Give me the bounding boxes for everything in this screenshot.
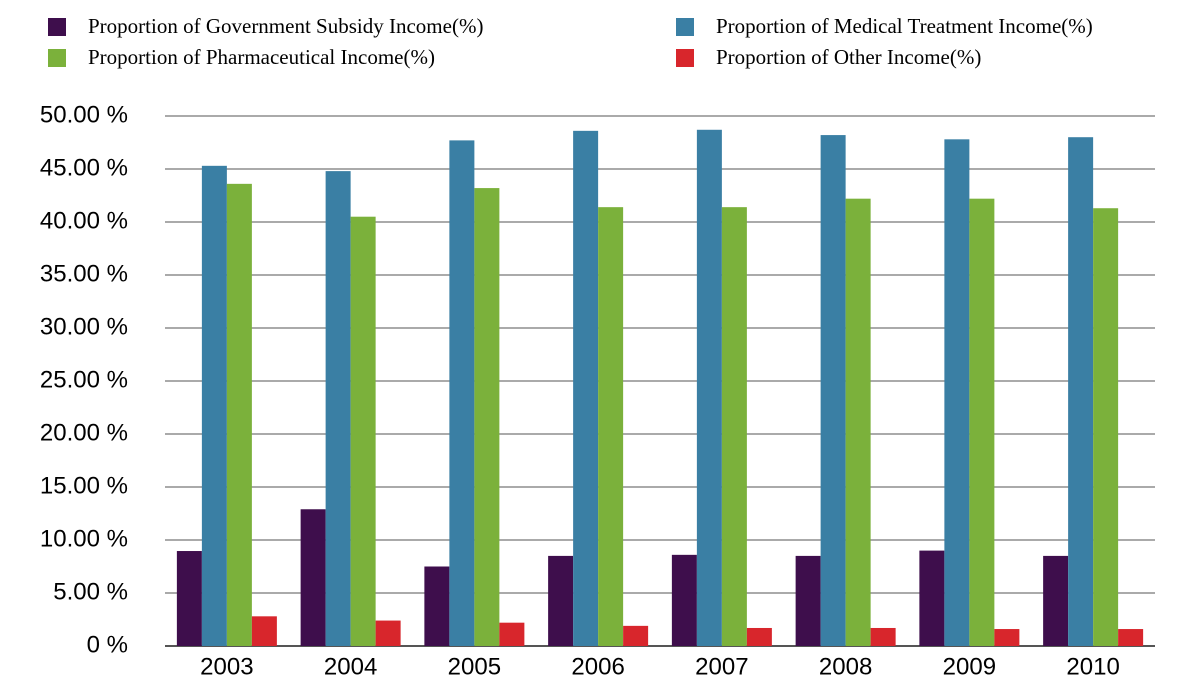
bar <box>449 140 475 646</box>
bar <box>623 625 649 646</box>
bar <box>375 620 401 646</box>
y-tick-label: 20.00 % <box>40 419 128 446</box>
x-tick-label: 2003 <box>200 653 253 680</box>
y-tick-label: 5.00 % <box>53 578 128 605</box>
bar <box>176 551 202 646</box>
y-tick-label: 50.00 % <box>40 101 128 128</box>
bar <box>671 554 697 646</box>
bar <box>350 216 376 646</box>
bar <box>795 555 821 646</box>
legend-swatch <box>48 18 66 36</box>
bar <box>424 566 450 646</box>
x-tick-label: 2004 <box>324 653 377 680</box>
bar <box>300 509 326 646</box>
bar <box>1043 555 1069 646</box>
bar <box>994 629 1020 646</box>
bar <box>845 198 871 646</box>
bar <box>820 135 846 646</box>
bar <box>1118 629 1144 646</box>
legend-label: Proportion of Pharmaceutical Income(%) <box>88 45 435 69</box>
legend-swatch <box>676 18 694 36</box>
bar <box>1093 208 1119 646</box>
bar <box>721 207 747 646</box>
bar <box>969 198 995 646</box>
x-tick-label: 2007 <box>695 653 748 680</box>
bar <box>746 627 772 646</box>
x-tick-label: 2006 <box>571 653 624 680</box>
legend-label: Proportion of Government Subsidy Income(… <box>88 14 483 38</box>
bar <box>325 171 351 646</box>
bar <box>870 627 896 646</box>
bar <box>598 207 624 646</box>
bar <box>919 550 945 646</box>
y-tick-label: 35.00 % <box>40 260 128 287</box>
legend-swatch <box>48 49 66 67</box>
bar <box>474 188 500 646</box>
bar <box>944 139 970 646</box>
legend-label: Proportion of Other Income(%) <box>716 45 981 69</box>
legend-swatch <box>676 49 694 67</box>
y-tick-label: 40.00 % <box>40 207 128 234</box>
y-tick-label: 15.00 % <box>40 472 128 499</box>
x-tick-label: 2008 <box>819 653 872 680</box>
x-tick-label: 2009 <box>943 653 996 680</box>
bar <box>226 183 252 646</box>
bar <box>548 555 574 646</box>
bar <box>573 130 599 647</box>
bar <box>251 616 277 646</box>
y-tick-label: 25.00 % <box>40 366 128 393</box>
bar <box>696 129 722 646</box>
x-tick-label: 2010 <box>1066 653 1119 680</box>
x-tick-label: 2005 <box>448 653 501 680</box>
legend-label: Proportion of Medical Treatment Income(%… <box>716 14 1093 38</box>
bar <box>1068 137 1094 646</box>
y-tick-label: 10.00 % <box>40 525 128 552</box>
bar <box>201 165 227 646</box>
y-tick-label: 30.00 % <box>40 313 128 340</box>
y-tick-label: 0 % <box>87 631 128 658</box>
bar <box>499 622 525 646</box>
y-tick-label: 45.00 % <box>40 154 128 181</box>
